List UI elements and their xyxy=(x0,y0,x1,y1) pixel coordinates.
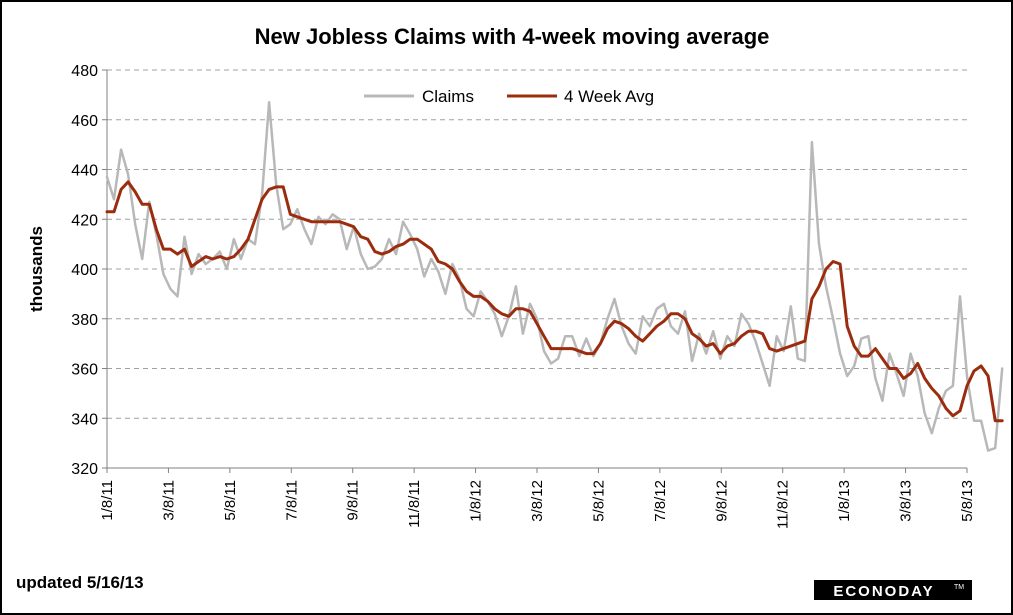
series-line-claims xyxy=(105,101,1004,452)
y-axis-label: thousands xyxy=(27,226,46,312)
x-tick-label: 5/8/11 xyxy=(222,480,239,521)
y-axis-ticks: 320 340 360 380 400 420 440 460 480 xyxy=(71,63,107,478)
x-tick-label: 3/8/11 xyxy=(160,480,177,521)
legend-label-claims: Claims xyxy=(422,87,474,106)
x-axis-ticks: 1/8/11 3/8/11 5/8/11 7/8/11 9/8/11 11/8/11 1/8… xyxy=(99,468,976,529)
x-tick-label: 7/8/11 xyxy=(283,480,300,521)
series-layer xyxy=(105,101,1004,452)
x-tick-label: 5/8/13 xyxy=(959,480,976,522)
y-tick-label: 480 xyxy=(71,63,98,80)
logo-text: ECONODAY xyxy=(833,583,934,600)
x-tick-label: 1/8/11 xyxy=(99,480,116,521)
x-tick-label: 7/8/12 xyxy=(652,480,669,522)
x-tick-label: 9/8/12 xyxy=(713,480,730,522)
y-tick-label: 320 xyxy=(71,461,98,478)
chart-title: New Jobless Claims with 4-week moving av… xyxy=(255,24,770,49)
y-tick-label: 460 xyxy=(71,113,98,130)
legend-label-4-week-avg: 4 Week Avg xyxy=(564,87,654,106)
logo-tm: TM xyxy=(954,584,964,591)
x-tick-label: 1/8/13 xyxy=(836,480,853,522)
legend: Claims 4 Week Avg xyxy=(364,87,654,106)
y-tick-label: 440 xyxy=(71,163,98,180)
y-tick-label: 400 xyxy=(71,262,98,279)
x-tick-label: 11/8/12 xyxy=(775,480,792,529)
x-tick-label: 3/8/13 xyxy=(898,480,915,522)
x-tick-label: 3/8/12 xyxy=(529,480,546,522)
y-tick-label: 380 xyxy=(71,312,98,329)
series-line-4-week-avg xyxy=(105,180,1004,423)
x-tick-label: 1/8/12 xyxy=(468,480,485,522)
y-tick-label: 420 xyxy=(71,212,98,229)
x-tick-label: 5/8/12 xyxy=(590,480,607,522)
x-tick-label: 11/8/11 xyxy=(406,480,423,528)
updated-footnote: updated 5/16/13 xyxy=(16,573,144,592)
y-tick-label: 360 xyxy=(71,362,98,379)
econoday-logo: ECONODAY TM xyxy=(814,580,972,600)
y-tick-label: 340 xyxy=(71,411,98,428)
x-tick-label: 9/8/11 xyxy=(345,480,362,521)
